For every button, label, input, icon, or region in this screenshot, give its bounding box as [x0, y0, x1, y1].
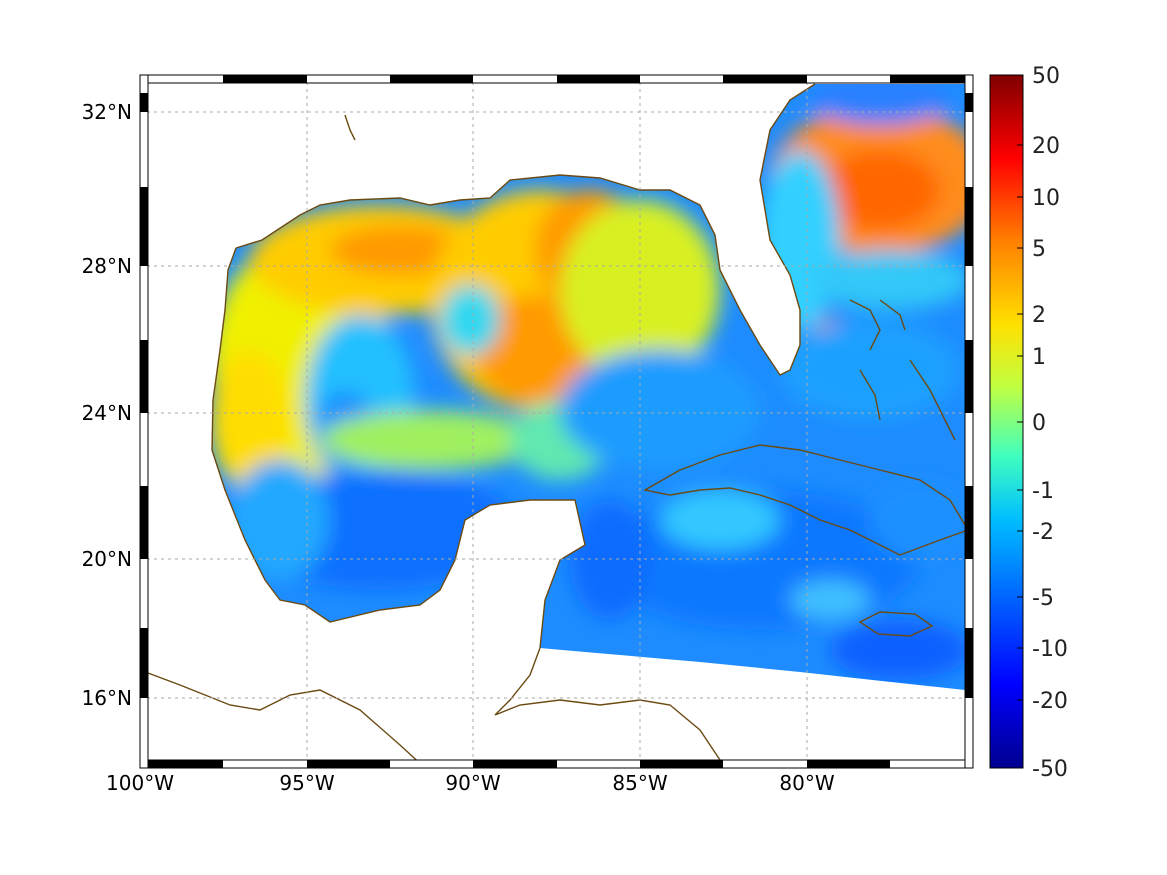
- ocean-field: [212, 84, 965, 690]
- colorbar-label-2: 2: [1032, 303, 1046, 328]
- colorbar-label-neg2: -2: [1032, 520, 1054, 545]
- lon-label-85w: 85°W: [612, 771, 667, 795]
- colorbar-ticks: [1017, 74, 1023, 769]
- colorbar-label-20: 20: [1032, 134, 1060, 159]
- colorbar-label-neg10: -10: [1032, 637, 1068, 662]
- map-frame: [139, 74, 974, 769]
- colorbar-label-neg50: -50: [1032, 757, 1068, 782]
- colorbar-label-5: 5: [1032, 237, 1046, 262]
- lat-label-20n: 20°N: [82, 547, 132, 571]
- lat-label-32n: 32°N: [82, 100, 132, 124]
- colorbar-label-neg20: -20: [1032, 689, 1068, 714]
- graticule: [140, 75, 973, 768]
- colorbar-label-50: 50: [1032, 64, 1060, 89]
- lat-label-28n: 28°N: [82, 254, 132, 278]
- lon-label-90w: 90°W: [445, 771, 500, 795]
- lat-label-24n: 24°N: [82, 401, 132, 425]
- lon-label-100w: 100°W: [106, 771, 174, 795]
- colorbar-label-10: 10: [1032, 186, 1060, 211]
- lon-label-95w: 95°W: [279, 771, 334, 795]
- colorbar-label-0: 0: [1032, 411, 1046, 436]
- lon-tick-labels: 100°W 95°W 90°W 85°W 80°W: [106, 771, 835, 795]
- colorbar-label-1: 1: [1032, 345, 1046, 370]
- coastlines: [140, 83, 970, 768]
- lat-tick-labels: 32°N 28°N 24°N 20°N 16°N: [82, 100, 132, 710]
- colorbar-label-neg5: -5: [1032, 586, 1054, 611]
- lat-label-16n: 16°N: [82, 686, 132, 710]
- lon-label-80w: 80°W: [779, 771, 834, 795]
- colorbar: 50 20 10 5 2 1 0 -1 -2 -5 -10 -20 -50: [989, 64, 1068, 782]
- colorbar-label-neg1: -1: [1032, 479, 1054, 504]
